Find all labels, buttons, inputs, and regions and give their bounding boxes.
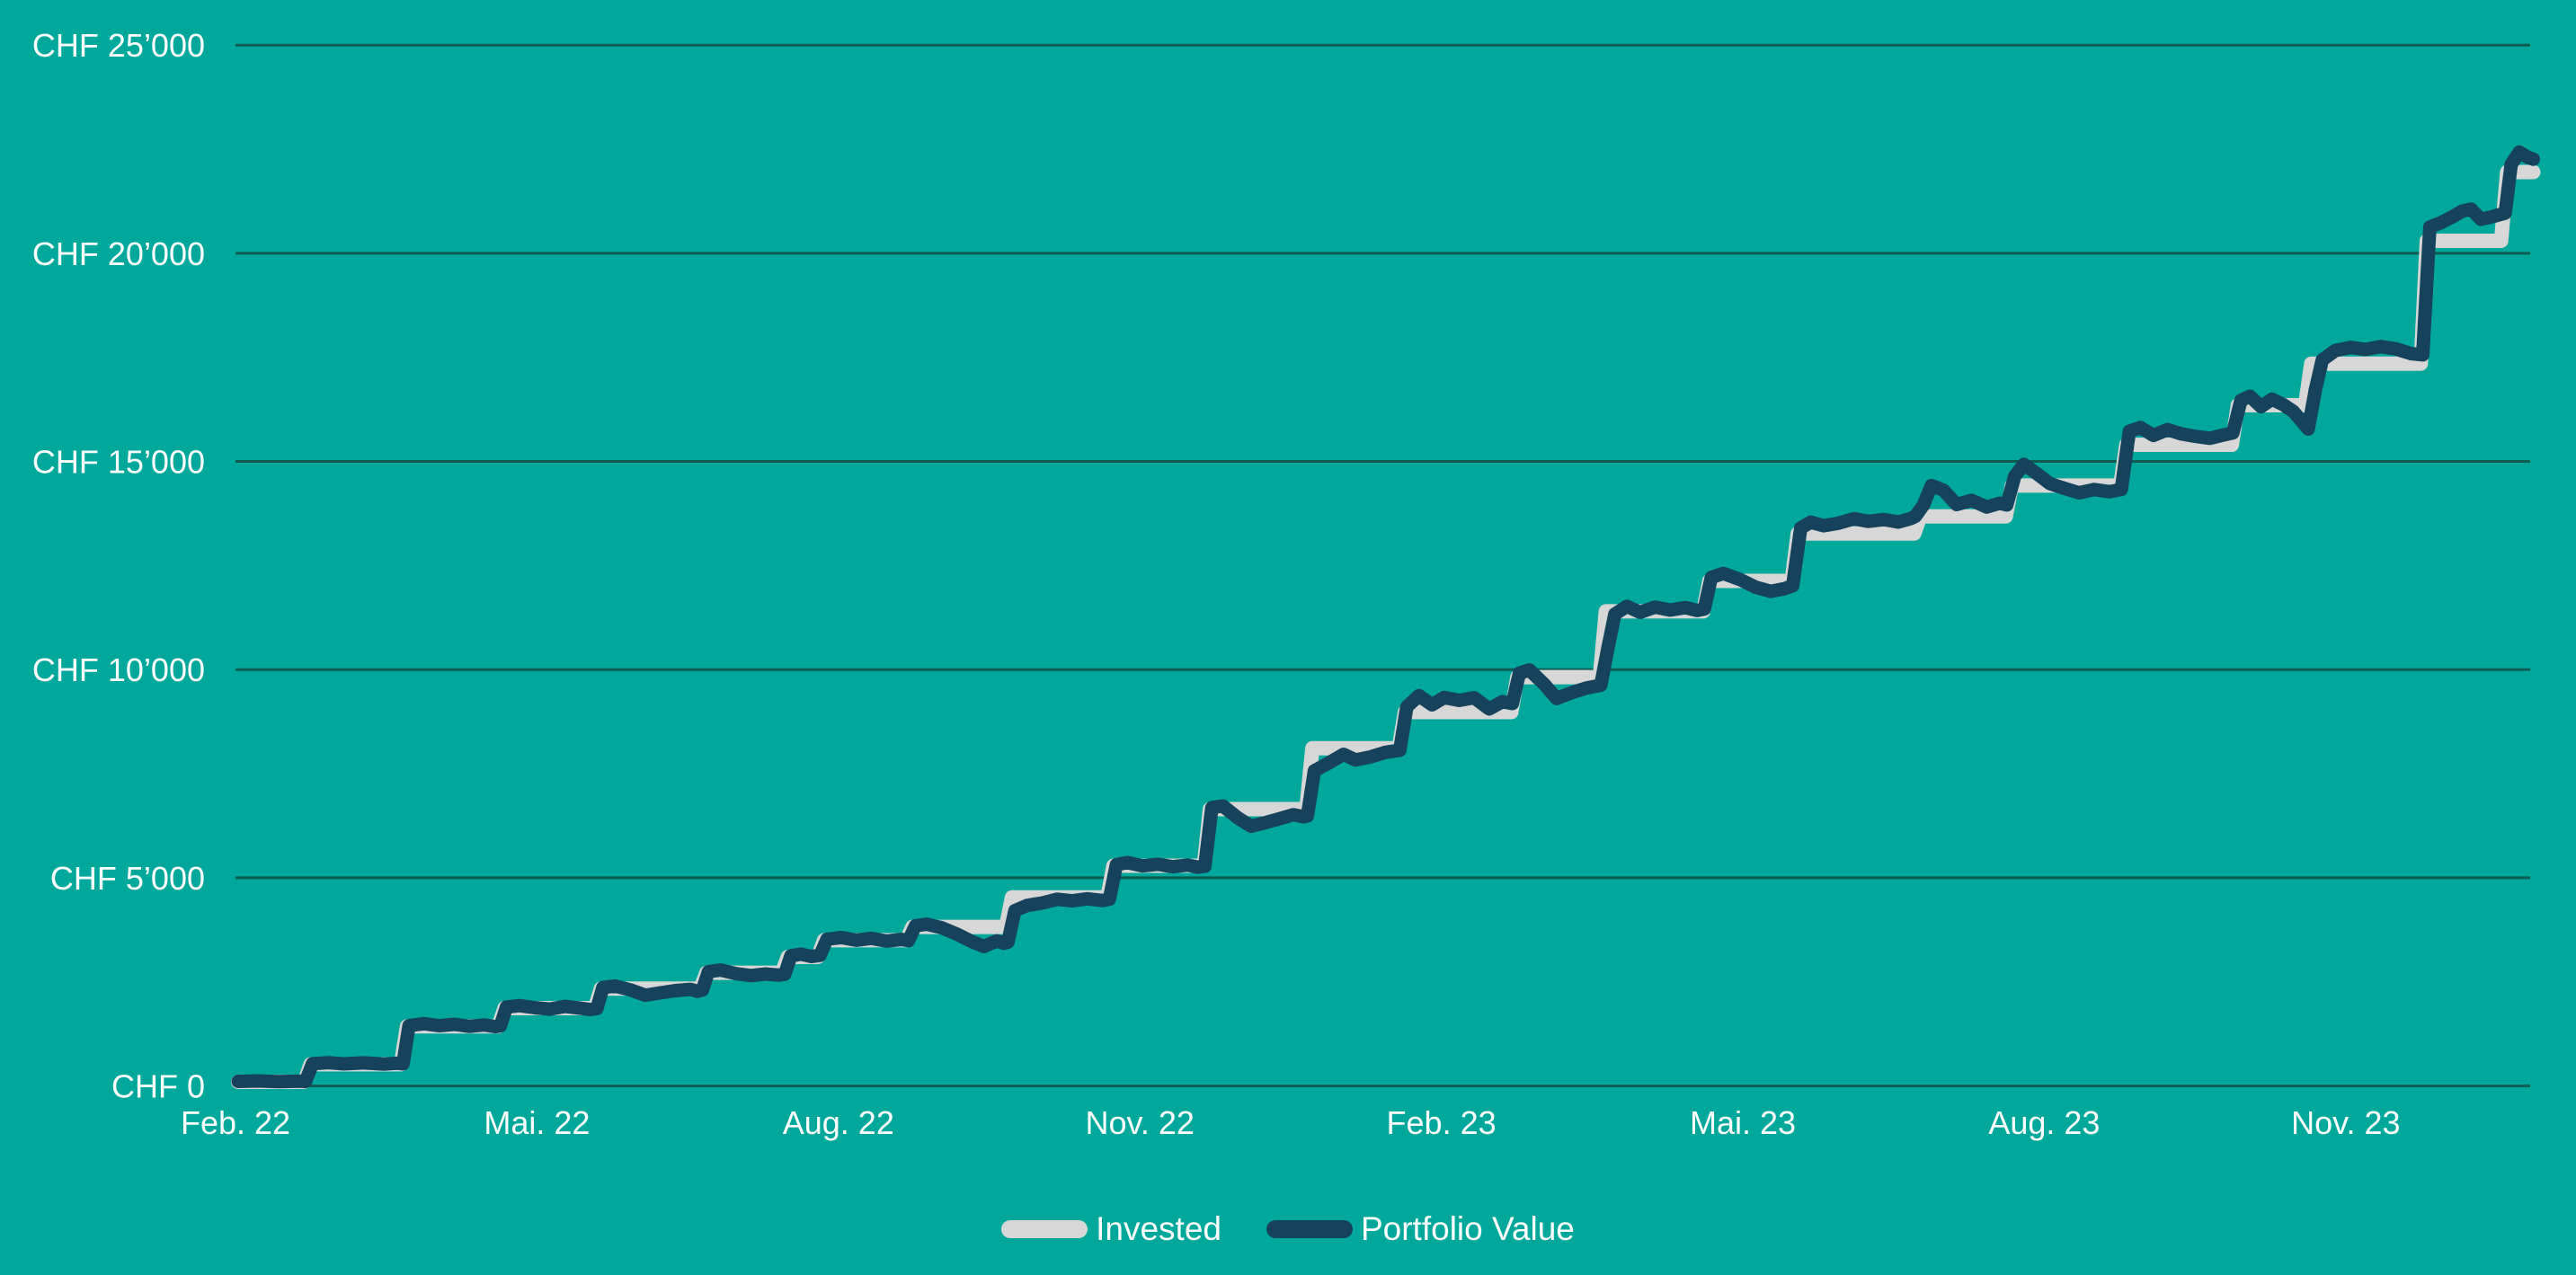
portfolio-value-line xyxy=(231,145,2540,1089)
y-axis-tick-label: CHF 20’000 xyxy=(32,235,205,272)
legend-label-portfolio-value: Portfolio Value xyxy=(1360,1210,1575,1247)
grid-layer xyxy=(235,43,2530,1088)
legend-label-invested: Invested xyxy=(1096,1210,1221,1247)
y-axis-tick-label: CHF 25’000 xyxy=(32,27,205,64)
x-axis-tick-label: Nov. 23 xyxy=(2291,1104,2400,1141)
y-axis-tick-label: CHF 5’000 xyxy=(50,860,205,897)
invested-line-swatch-icon xyxy=(1001,1220,1088,1238)
x-axis-tick-label: Feb. 23 xyxy=(1387,1104,1497,1141)
legend-item-invested: Invested xyxy=(1001,1209,1221,1249)
chart-legend: Invested Portfolio Value xyxy=(0,1209,2576,1249)
x-axis-tick-label: Nov. 22 xyxy=(1085,1104,1194,1141)
x-axis-tick-label: Feb. 22 xyxy=(181,1104,290,1141)
invested-line xyxy=(231,164,2541,1089)
y-axis-tick-label: CHF 15’000 xyxy=(32,444,205,481)
x-axis-tick-label: Aug. 23 xyxy=(1988,1104,2100,1141)
legend-item-portfolio-value: Portfolio Value xyxy=(1266,1209,1575,1249)
y-axis-tick-label: CHF 0 xyxy=(111,1068,205,1105)
y-axis-labels: CHF 0 CHF 5’000 CHF 10’000 CHF 15’000 CHF 20… xyxy=(32,27,205,1104)
x-axis-tick-label: Mai. 22 xyxy=(484,1104,590,1141)
x-axis-tick-label: Mai. 23 xyxy=(1690,1104,1796,1141)
portfolio-value-line-swatch-icon xyxy=(1266,1220,1353,1238)
x-axis-tick-label: Aug. 22 xyxy=(783,1104,894,1141)
y-axis-tick-label: CHF 10’000 xyxy=(32,651,205,688)
x-axis-labels: Feb. 22 Mai. 22 Aug. 22 Nov. 22 Feb. 23 Mai. … xyxy=(181,1104,2401,1141)
